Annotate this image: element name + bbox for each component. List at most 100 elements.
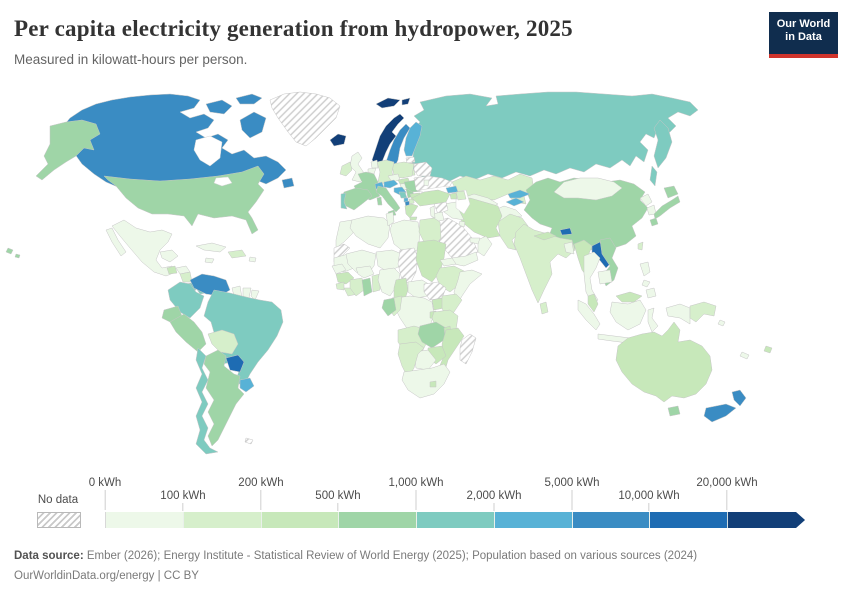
country-chile[interactable] xyxy=(195,347,219,455)
country-egypt[interactable] xyxy=(418,217,442,245)
country-armenia[interactable] xyxy=(449,192,458,200)
country-canada-victoria-island[interactable] xyxy=(205,99,233,115)
country-belarus[interactable] xyxy=(413,161,433,177)
country-uruguay[interactable] xyxy=(239,377,255,393)
country-ivory-coast[interactable] xyxy=(349,277,365,297)
country-italy[interactable] xyxy=(375,185,401,213)
country-bhutan[interactable] xyxy=(559,227,573,236)
country-eritrea[interactable] xyxy=(439,257,457,267)
country-philippines-luzon[interactable] xyxy=(639,261,651,277)
country-netherlands[interactable] xyxy=(370,159,379,169)
legend-bin-100-200[interactable] xyxy=(182,512,261,528)
country-canada-ellesmere-island[interactable] xyxy=(235,93,263,105)
legend-bin-1000-2000[interactable] xyxy=(416,512,494,528)
country-australia-tasmania[interactable] xyxy=(667,405,681,417)
country-mongolia[interactable] xyxy=(553,177,623,201)
country-indonesia-sulawesi[interactable] xyxy=(647,307,659,333)
country-ethiopia[interactable] xyxy=(435,265,467,293)
country-estonia[interactable] xyxy=(405,156,416,164)
legend-bin-2000-5000[interactable] xyxy=(493,512,572,528)
country-nepal[interactable] xyxy=(533,231,557,241)
country-algeria[interactable] xyxy=(349,215,391,249)
no-data-swatch[interactable] xyxy=(37,512,81,528)
legend-bin-500-1000[interactable] xyxy=(338,512,417,528)
country-togo-benin[interactable] xyxy=(371,273,381,293)
country-new-zealand-north[interactable] xyxy=(731,389,747,407)
country-sierra-leone[interactable] xyxy=(335,281,345,291)
legend-bin-5000-10000[interactable] xyxy=(571,512,650,528)
country-finland[interactable] xyxy=(403,121,423,157)
country-jamaica[interactable] xyxy=(204,257,215,264)
country-indonesia-kalimantan[interactable] xyxy=(609,299,647,331)
country-mexico-yucatan[interactable] xyxy=(159,249,179,263)
country-paraguay[interactable] xyxy=(225,354,245,373)
country-usa-hawaii-2[interactable] xyxy=(14,253,21,259)
country-solomon-islands[interactable] xyxy=(717,319,726,327)
country-cambodia[interactable] xyxy=(597,269,613,285)
country-azerbaijan[interactable] xyxy=(455,190,467,201)
country-iceland[interactable] xyxy=(329,133,347,147)
country-zambia[interactable] xyxy=(417,321,447,349)
country-italy-sardinia[interactable] xyxy=(376,196,383,206)
country-japan-kyushu[interactable] xyxy=(649,217,659,227)
legend-bin-20000-plus[interactable] xyxy=(727,512,805,528)
country-somalia[interactable] xyxy=(453,269,483,307)
country-uae[interactable] xyxy=(469,237,481,245)
country-cuba[interactable] xyxy=(195,242,227,253)
country-lesotho[interactable] xyxy=(429,380,437,388)
country-chad[interactable] xyxy=(397,247,419,285)
country-puerto-rico[interactable] xyxy=(248,256,257,263)
country-spain[interactable] xyxy=(341,187,373,211)
country-philippines-visayas[interactable] xyxy=(641,279,651,288)
country-falkland-islands[interactable] xyxy=(244,437,254,445)
country-norway-svalbard[interactable] xyxy=(375,97,401,109)
country-gabon[interactable] xyxy=(381,297,397,317)
legend-bin-0-100[interactable] xyxy=(105,512,183,528)
country-argentina[interactable] xyxy=(203,349,245,447)
country-botswana[interactable] xyxy=(413,349,437,371)
country-japan-hokkaido[interactable] xyxy=(663,185,679,199)
country-israel-lebanon[interactable] xyxy=(429,205,436,219)
country-madagascar[interactable] xyxy=(459,333,477,365)
country-thailand[interactable] xyxy=(583,251,601,305)
country-australia[interactable] xyxy=(615,321,713,403)
country-canada-baffin-island[interactable] xyxy=(239,111,267,139)
country-norway[interactable] xyxy=(371,113,405,165)
country-greece-crete[interactable] xyxy=(409,216,418,221)
country-kyrgyzstan[interactable] xyxy=(507,189,531,199)
country-new-zealand-south[interactable] xyxy=(703,403,737,423)
country-peru[interactable] xyxy=(169,313,207,353)
country-namibia[interactable] xyxy=(397,341,425,379)
country-russia-sakhalin[interactable] xyxy=(649,165,658,187)
country-ireland[interactable] xyxy=(339,161,353,177)
country-indonesia-papua[interactable] xyxy=(665,303,691,325)
country-bolivia[interactable] xyxy=(207,329,239,355)
country-north-korea[interactable] xyxy=(639,193,653,207)
country-tajikistan[interactable] xyxy=(505,197,525,207)
country-ghana[interactable] xyxy=(361,277,373,297)
country-canada-newfoundland[interactable] xyxy=(281,177,295,189)
country-libya[interactable] xyxy=(389,219,421,253)
country-kuwait[interactable] xyxy=(458,220,466,228)
country-russia-kamchatka[interactable] xyxy=(653,119,673,169)
country-venezuela[interactable] xyxy=(189,273,231,297)
country-mexico[interactable] xyxy=(111,219,177,277)
country-tunisia[interactable] xyxy=(385,211,395,227)
legend-bin-200-500[interactable] xyxy=(260,512,339,528)
legend-bin-10000-20000[interactable] xyxy=(649,512,728,528)
country-austria[interactable] xyxy=(383,179,399,189)
country-malaysia-borneo[interactable] xyxy=(615,291,643,303)
country-philippines-mindanao[interactable] xyxy=(645,287,657,299)
country-usa-alaska[interactable] xyxy=(35,119,101,181)
country-papua-new-guinea[interactable] xyxy=(689,301,717,323)
country-oman[interactable] xyxy=(477,235,493,257)
country-mexico-baja[interactable] xyxy=(105,227,127,257)
country-usa-hawaii[interactable] xyxy=(5,247,14,255)
country-south-africa[interactable] xyxy=(401,363,451,399)
license-line[interactable]: OurWorldinData.org/energy | CC BY xyxy=(14,570,199,582)
country-fiji[interactable] xyxy=(763,345,773,354)
country-moldova[interactable] xyxy=(423,179,430,187)
country-norway-svalbard-2[interactable] xyxy=(401,97,411,106)
country-japan-honshu[interactable] xyxy=(653,195,681,220)
owid-logo[interactable]: Our World in Data xyxy=(769,12,838,58)
